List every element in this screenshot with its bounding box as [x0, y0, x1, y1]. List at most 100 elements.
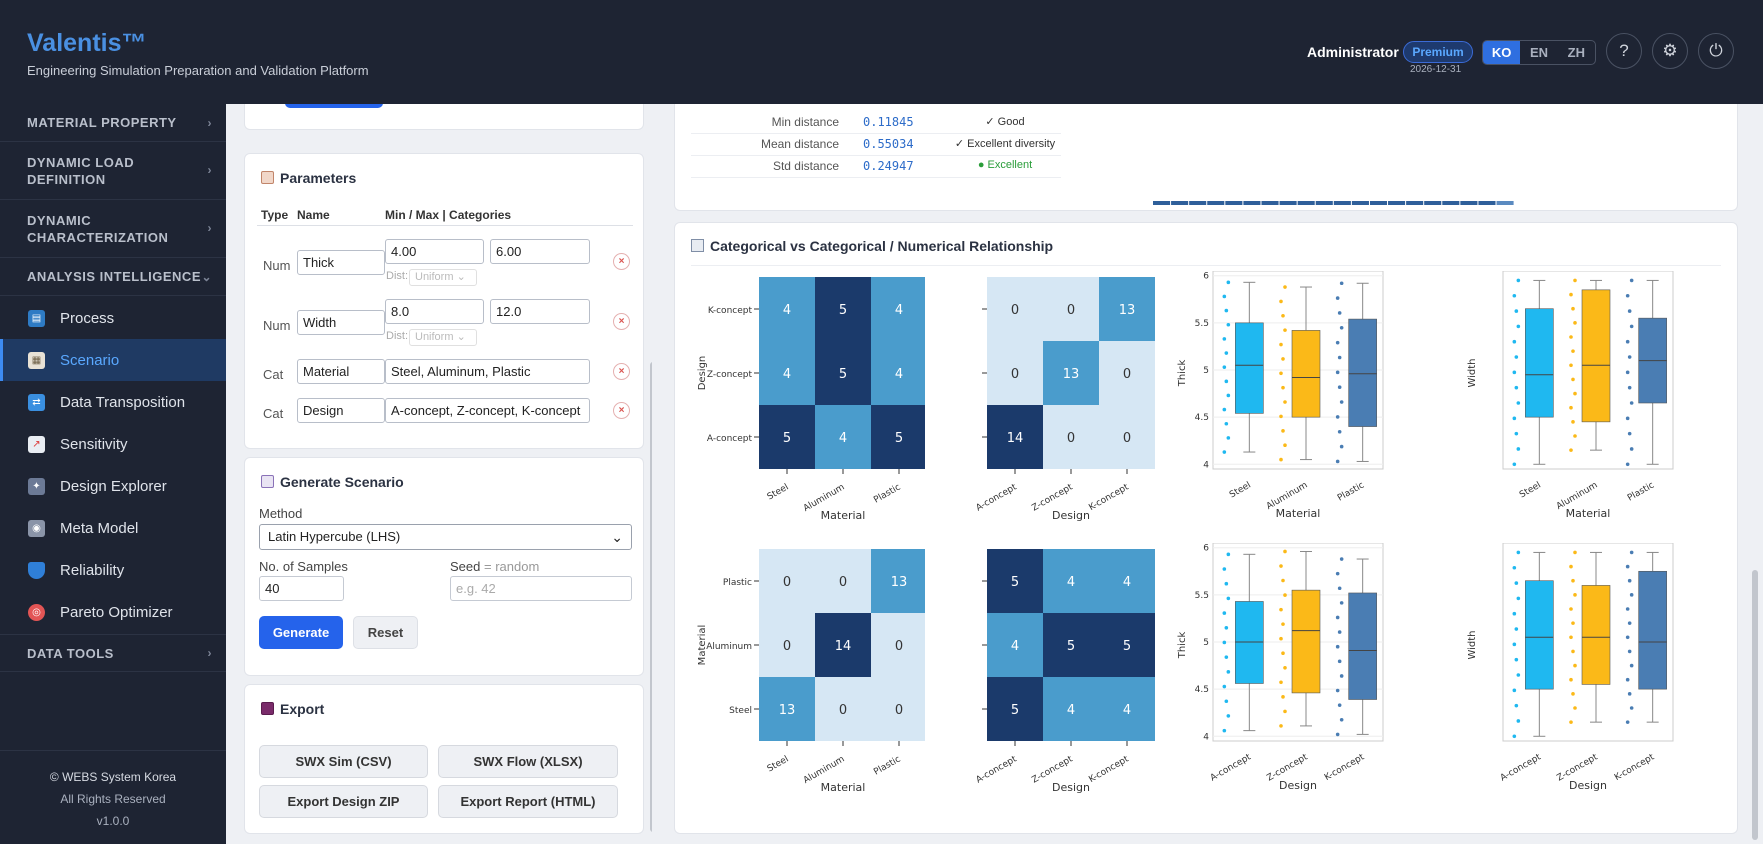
remove-param-button[interactable]: × — [613, 313, 630, 330]
settings-button[interactable]: ⚙ — [1652, 33, 1688, 69]
dist-select[interactable]: Uniform ⌄ — [409, 269, 477, 286]
hist-bar — [1460, 201, 1478, 205]
export-swx-flow-button[interactable]: SWX Flow (XLSX) — [438, 745, 618, 778]
brand-subtitle: Engineering Simulation Preparation and V… — [27, 63, 369, 78]
data-point — [1571, 621, 1575, 625]
param-max-input[interactable]: 6.00 — [490, 239, 590, 264]
data-point — [1516, 278, 1521, 283]
cell-value: 4 — [1067, 703, 1075, 718]
relationship-card: Categorical vs Categorical / Numerical R… — [674, 222, 1738, 834]
heatmap-cell — [987, 405, 1043, 469]
y-tick-label: Z-concept — [707, 370, 753, 380]
hist-bar — [1369, 201, 1388, 205]
sidebar-item-scenario[interactable]: ▦ Scenario — [0, 339, 226, 381]
reset-button[interactable]: Reset — [353, 616, 418, 649]
box — [1348, 592, 1377, 700]
data-point — [1335, 644, 1340, 649]
help-button[interactable]: ? — [1606, 33, 1642, 69]
data-point — [1337, 311, 1342, 315]
data-point — [1625, 293, 1630, 298]
shield-icon — [28, 561, 45, 579]
sidebar-section-analysis-intelligence[interactable]: ANALYSIS INTELLIGENCE ⌄ — [0, 258, 226, 296]
left-scrollbar[interactable] — [650, 362, 652, 832]
data-point — [1514, 581, 1519, 585]
sidebar-item-reliability[interactable]: Reliability — [0, 549, 226, 591]
remove-param-button[interactable]: × — [613, 402, 630, 419]
data-point — [1281, 385, 1285, 390]
sidebar-item-sensitivity[interactable]: ↗ Sensitivity — [0, 423, 226, 465]
sidebar-section-dynamic-characterization[interactable]: DYNAMIC CHARACTERIZATION › — [0, 200, 226, 258]
data-point — [1222, 640, 1227, 645]
sidebar-item-pareto-optimizer[interactable]: ◎ Pareto Optimizer — [0, 591, 226, 633]
dist-label: Dist: — [386, 270, 408, 282]
data-point — [1226, 714, 1231, 718]
method-select[interactable]: Latin Hypercube (LHS) ⌄ — [259, 524, 632, 550]
sidebar-section-material-property[interactable]: MATERIAL PROPERTY › — [0, 104, 226, 142]
data-point — [1226, 670, 1231, 674]
export-swx-sim-button[interactable]: SWX Sim (CSV) — [259, 745, 428, 778]
power-icon: ⏻ — [1709, 41, 1723, 60]
seed-input[interactable]: e.g. 42 — [450, 576, 632, 601]
data-point — [1335, 459, 1340, 464]
hist-bar — [1153, 201, 1171, 205]
samples-label: No. of Samples — [259, 559, 348, 574]
x-axis-label: Design — [1052, 509, 1090, 522]
sidebar-item-meta-model[interactable]: ◉ Meta Model — [0, 507, 226, 549]
param-min-input[interactable]: 8.0 — [385, 299, 484, 324]
data-point — [1516, 673, 1521, 677]
main-scrollbar[interactable] — [1752, 570, 1758, 840]
param-name-input[interactable]: Design — [297, 398, 385, 423]
heatmap-cell — [1043, 341, 1099, 405]
logout-button[interactable]: ⏻ — [1698, 33, 1734, 69]
hist-bar — [1297, 201, 1315, 205]
plan-expiry: 2026-12-31 — [1410, 64, 1462, 75]
y-tick-label: 4.5 — [1195, 685, 1209, 695]
cell-value: 13 — [891, 575, 908, 590]
data-point — [1279, 680, 1283, 685]
box — [1525, 308, 1554, 418]
data-point — [1625, 462, 1630, 467]
export-report-html-button[interactable]: Export Report (HTML) — [438, 785, 618, 818]
heatmap-cell — [759, 341, 815, 405]
param-name-input[interactable]: Material — [297, 359, 385, 384]
lang-ko-button[interactable]: KO — [1483, 41, 1521, 64]
generate-title: Generate Scenario — [280, 474, 404, 490]
export-design-zip-button[interactable]: Export Design ZIP — [259, 785, 428, 818]
data-point — [1281, 651, 1285, 656]
sidebar-item-process[interactable]: ▤ Process — [0, 297, 226, 339]
data-point — [1337, 429, 1342, 434]
data-point — [1279, 607, 1283, 612]
lang-zh-button[interactable]: ZH — [1567, 45, 1585, 60]
data-point — [1627, 649, 1632, 654]
param-max-input[interactable]: 12.0 — [490, 299, 590, 324]
lang-en-button[interactable]: EN — [1529, 45, 1549, 60]
remove-param-button[interactable]: × — [613, 253, 630, 270]
data-point — [1279, 342, 1283, 347]
hist-bar — [1496, 201, 1514, 205]
data-point — [1516, 719, 1521, 723]
sidebar-item-data-transposition[interactable]: ⇄ Data Transposition — [0, 381, 226, 423]
sidebar-item-design-explorer[interactable]: ✦ Design Explorer — [0, 465, 226, 507]
heatmap-cell — [815, 277, 871, 341]
param-categories-input[interactable]: Steel, Aluminum, Plastic — [385, 359, 590, 384]
param-categories-input[interactable]: A-concept, Z-concept, K-concept — [385, 398, 590, 423]
sidebar-section-data-tools[interactable]: DATA TOOLS › — [0, 634, 226, 672]
param-name-input[interactable]: Thick — [297, 250, 385, 275]
previous-button[interactable] — [285, 104, 383, 108]
data-point — [1629, 447, 1634, 451]
y-tick-label: 6 — [1203, 272, 1209, 282]
table-header-divider — [257, 225, 633, 226]
generate-button[interactable]: Generate — [259, 616, 343, 649]
param-name-input[interactable]: Width — [297, 310, 385, 335]
y-tick-label: Aluminum — [706, 642, 752, 652]
remove-param-button[interactable]: × — [613, 363, 630, 380]
sidebar-section-dynamic-load[interactable]: DYNAMIC LOAD DEFINITION › — [0, 142, 226, 200]
dist-select[interactable]: Uniform ⌄ — [409, 329, 477, 346]
samples-input[interactable]: 40 — [259, 576, 344, 601]
data-point — [1281, 429, 1285, 433]
param-min-input[interactable]: 4.00 — [385, 239, 484, 264]
data-point — [1571, 692, 1575, 696]
